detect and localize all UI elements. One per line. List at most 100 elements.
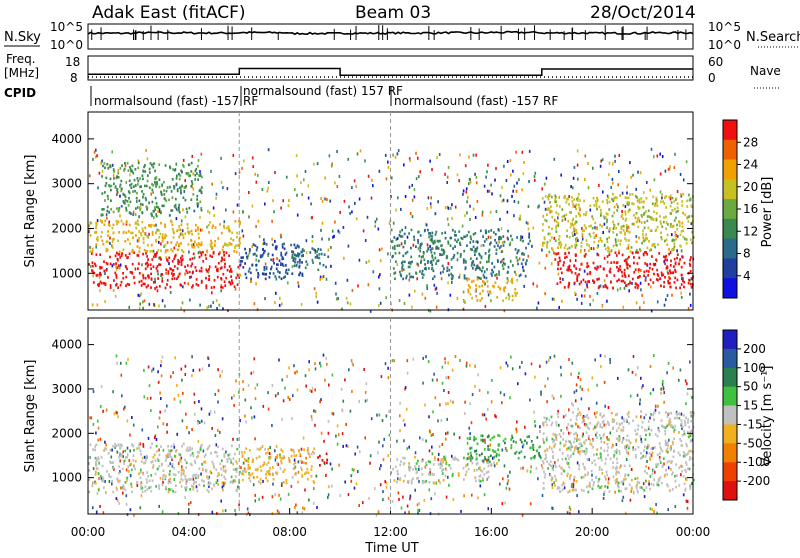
region-cell (92, 261, 94, 264)
scatter-cell (395, 209, 397, 212)
region-cell (208, 484, 210, 487)
region-cell (132, 459, 134, 462)
region-cell (689, 264, 691, 267)
region-cell (646, 270, 648, 273)
scatter-cell (431, 473, 433, 476)
region-cell (599, 206, 601, 209)
scatter-cell (558, 273, 560, 276)
region-cell (151, 244, 153, 247)
region-cell (448, 464, 450, 467)
scatter-cell (162, 510, 164, 513)
region-cell (245, 252, 247, 255)
region-cell (481, 255, 483, 258)
region-cell (446, 270, 448, 273)
region-cell (590, 235, 592, 238)
scatter-cell (577, 178, 579, 181)
scatter-cell (644, 416, 646, 419)
scatter-cell (606, 300, 608, 303)
scatter-cell (502, 502, 504, 505)
scatter-cell (138, 294, 140, 297)
scatter-cell (254, 357, 256, 360)
region-cell (458, 276, 460, 279)
region-cell (127, 162, 129, 165)
region-cell (600, 437, 602, 440)
region-cell (188, 163, 190, 166)
region-cell (101, 220, 103, 223)
region-cell (402, 255, 404, 258)
region-cell (674, 242, 676, 245)
scatter-cell (604, 279, 606, 282)
region-cell (640, 197, 642, 200)
region-cell (480, 277, 482, 280)
region-cell (546, 213, 548, 216)
region-cell (113, 263, 115, 266)
region-cell (544, 242, 546, 245)
scatter-cell (509, 488, 511, 491)
scatter-cell (581, 388, 583, 391)
scatter-cell (537, 206, 539, 209)
region-cell (487, 445, 489, 448)
region-cell (650, 413, 652, 416)
region-cell (224, 284, 226, 287)
region-cell (585, 416, 587, 419)
scatter-cell (93, 467, 95, 470)
region-cell (511, 238, 513, 241)
region-cell (542, 467, 544, 470)
scatter-cell (689, 361, 691, 364)
scatter-cell (330, 265, 332, 268)
region-cell (572, 411, 574, 414)
scatter-cell (191, 428, 193, 431)
scatter-cell (495, 167, 497, 170)
scatter-cell (286, 176, 288, 179)
region-cell (531, 440, 533, 443)
scatter-cell (247, 507, 249, 510)
region-cell (567, 220, 569, 223)
region-cell (308, 453, 310, 456)
region-cell (230, 461, 232, 464)
region-cell (393, 236, 395, 239)
scatter-cell (491, 379, 493, 382)
region-cell (149, 171, 151, 174)
region-cell (201, 176, 203, 179)
scatter-cell (219, 304, 221, 307)
scatter-cell (473, 208, 475, 211)
cpid-label: CPID (4, 86, 36, 100)
region-cell (414, 465, 416, 468)
scatter-cell (640, 288, 642, 291)
region-cell (201, 281, 203, 284)
region-cell (312, 261, 314, 264)
scatter-cell (577, 447, 579, 450)
region-cell (188, 449, 190, 452)
region-cell (517, 259, 519, 262)
region-cell (191, 263, 193, 266)
region-cell (133, 185, 135, 188)
region-cell (417, 241, 419, 244)
scatter-cell (279, 304, 281, 307)
region-cell (211, 488, 213, 491)
region-cell (236, 232, 238, 235)
scatter-cell (501, 401, 503, 404)
region-cell (135, 213, 137, 216)
region-cell (660, 461, 662, 464)
region-cell (217, 276, 219, 279)
region-cell (223, 225, 225, 228)
scatter-cell (612, 182, 614, 185)
scatter-cell (450, 399, 452, 402)
scatter-cell (217, 401, 219, 404)
region-cell (139, 200, 141, 203)
region-cell (422, 482, 424, 485)
region-cell (601, 426, 603, 429)
scatter-cell (512, 190, 514, 193)
region-cell (562, 438, 564, 441)
region-cell (166, 457, 168, 460)
region-cell (566, 201, 568, 204)
region-cell (150, 267, 152, 270)
scatter-cell (389, 434, 391, 437)
scatter-cell (116, 411, 118, 414)
region-cell (108, 184, 110, 187)
region-cell (635, 269, 637, 272)
scatter-cell (524, 426, 526, 429)
scatter-cell (665, 170, 667, 173)
region-cell (664, 475, 666, 478)
region-cell (690, 270, 692, 273)
